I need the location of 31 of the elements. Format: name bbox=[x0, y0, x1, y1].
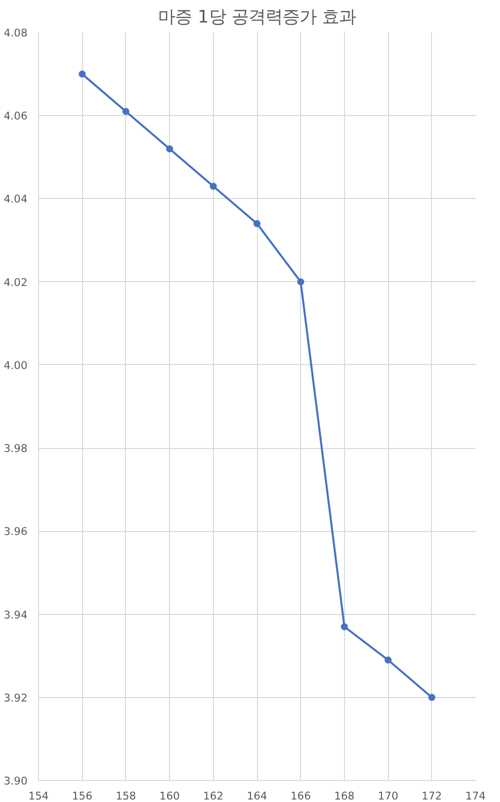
x-tick-label: 170 bbox=[378, 790, 398, 802]
x-tick-label: 172 bbox=[422, 790, 442, 802]
y-tick-label: 3.92 bbox=[4, 691, 28, 704]
y-tick-label: 4.08 bbox=[4, 26, 28, 40]
y-tick-label: 4.06 bbox=[4, 110, 28, 123]
y-tick-label: 4.00 bbox=[4, 358, 28, 372]
y-tick-label: 3.96 bbox=[4, 525, 28, 538]
point bbox=[166, 145, 174, 152]
y-tick-label: 4.04 bbox=[4, 192, 28, 206]
y-tick-label: 3.90 bbox=[4, 774, 28, 788]
point bbox=[78, 70, 86, 78]
x-tick-label: 162 bbox=[203, 790, 224, 802]
x-tick-label: 160 bbox=[159, 790, 180, 802]
x-tick-label: 174 bbox=[465, 790, 486, 802]
x-tick-label: 156 bbox=[72, 790, 93, 802]
y-tick-label: 3.98 bbox=[4, 442, 28, 456]
point bbox=[210, 182, 217, 190]
point bbox=[297, 278, 304, 286]
x-tick-label: 164 bbox=[246, 790, 268, 802]
point bbox=[340, 623, 348, 630]
point bbox=[254, 220, 260, 228]
x-tick-label: 168 bbox=[334, 790, 355, 802]
x-tick-label: 158 bbox=[116, 790, 136, 802]
chart-title: 마증 1당 공격력증가 효과 bbox=[158, 8, 356, 28]
x-tick-label: 166 bbox=[290, 790, 312, 802]
point bbox=[428, 694, 436, 701]
y-tick-label: 3.94 bbox=[4, 608, 28, 622]
point bbox=[384, 656, 392, 664]
x-tick-label: 154 bbox=[28, 790, 49, 802]
y-tick-label: 4.02 bbox=[4, 276, 28, 289]
point bbox=[122, 108, 130, 115]
